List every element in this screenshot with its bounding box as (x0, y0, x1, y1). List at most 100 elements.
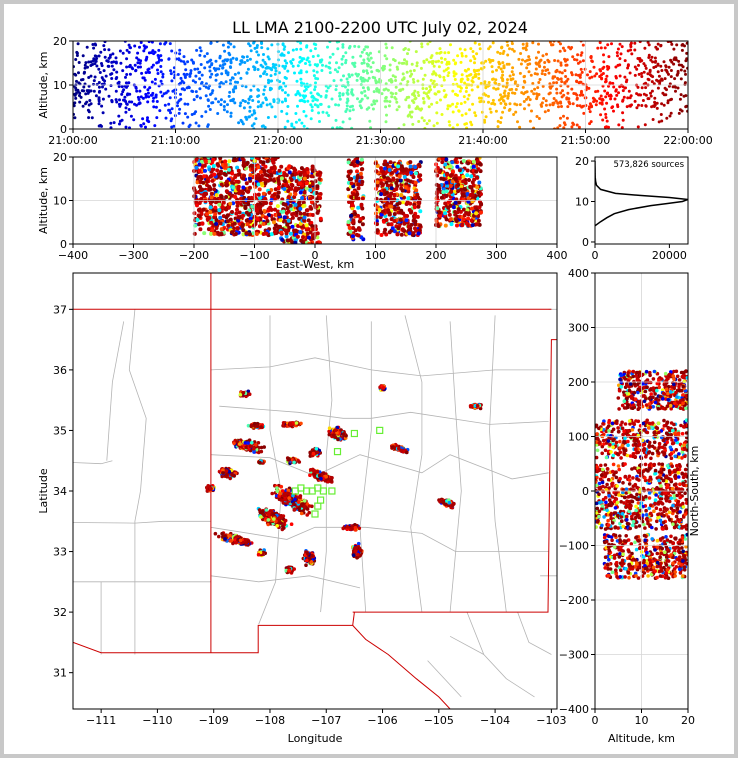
source-point (293, 229, 298, 233)
source-point (454, 72, 458, 76)
source-point (525, 90, 529, 94)
source-point (491, 98, 495, 102)
source-point (210, 178, 215, 183)
source-point (454, 157, 459, 161)
source-point (306, 99, 310, 103)
source-point (153, 77, 157, 81)
source-point (548, 82, 552, 86)
source-point (315, 70, 319, 74)
source-point (320, 69, 324, 72)
source-point (191, 79, 195, 83)
source-point (198, 53, 202, 57)
source-point (125, 65, 129, 69)
source-point (460, 113, 464, 117)
source-point (282, 172, 287, 177)
source-point (280, 100, 284, 104)
source-point (621, 89, 625, 93)
source-point (548, 91, 552, 95)
source-point (667, 72, 670, 76)
source-point (338, 94, 342, 98)
source-point (235, 207, 239, 212)
source-point (537, 42, 540, 46)
source-point (216, 112, 220, 115)
county-border (73, 460, 113, 465)
source-point (351, 234, 355, 239)
source-point (396, 226, 401, 231)
source-point (434, 219, 439, 224)
source-point (537, 64, 541, 68)
source-point (92, 79, 96, 83)
source-point (399, 193, 404, 198)
source-point (203, 199, 208, 204)
source-point (502, 49, 506, 53)
source-point (120, 92, 124, 96)
source-point (294, 93, 298, 97)
source-point (316, 208, 321, 213)
source-point (275, 486, 279, 490)
source-point (75, 50, 79, 54)
source-point (252, 109, 256, 113)
source-point (487, 81, 491, 84)
source-point (617, 123, 621, 127)
county-border (210, 575, 361, 589)
source-point (659, 43, 663, 47)
source-point (369, 51, 372, 55)
source-point (186, 102, 190, 106)
source-point (276, 194, 281, 199)
source-point (651, 60, 655, 64)
source-point (355, 169, 359, 174)
source-point (131, 67, 135, 71)
source-point (160, 94, 164, 98)
source-point (525, 97, 528, 101)
source-point (87, 116, 91, 120)
source-point (643, 46, 647, 50)
source-point (235, 165, 240, 170)
source-point (334, 118, 338, 122)
source-point (102, 44, 106, 48)
source-point (464, 69, 468, 73)
source-point (132, 118, 136, 122)
source-point (603, 89, 607, 93)
source-point (501, 73, 505, 77)
ew-tick-label: 100 (365, 249, 386, 262)
source-point (218, 221, 223, 226)
county-border (359, 321, 372, 613)
source-point (195, 48, 199, 52)
source-point (315, 231, 320, 236)
source-point (134, 86, 138, 90)
source-point (299, 77, 303, 81)
source-point (384, 82, 388, 86)
source-point (308, 188, 313, 193)
source-point (358, 171, 363, 176)
source-point (238, 538, 243, 543)
source-point (267, 57, 271, 61)
source-point (599, 113, 603, 117)
source-point (518, 125, 522, 129)
source-point (330, 476, 334, 480)
source-point (310, 164, 315, 169)
source-point (206, 125, 210, 128)
source-point (219, 194, 224, 199)
source-point (544, 99, 548, 103)
source-point (385, 162, 389, 167)
county-border (404, 315, 423, 613)
source-point (357, 227, 362, 232)
source-point (215, 230, 220, 235)
source-point (440, 113, 444, 116)
source-point (507, 108, 511, 112)
source-point (263, 70, 267, 74)
source-point (291, 493, 295, 498)
source-point (169, 111, 172, 115)
source-point (551, 103, 555, 107)
source-point (620, 45, 624, 49)
source-point (243, 61, 247, 64)
source-point (224, 71, 228, 75)
source-point (593, 98, 597, 102)
source-point (642, 70, 646, 74)
source-point (615, 93, 619, 97)
source-point (413, 195, 418, 200)
source-point (91, 43, 95, 46)
source-point (217, 202, 222, 207)
source-point (660, 102, 664, 106)
source-point (388, 100, 392, 104)
